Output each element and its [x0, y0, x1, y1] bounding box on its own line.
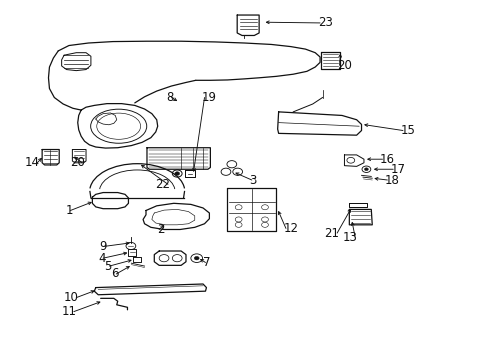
- Text: 6: 6: [111, 267, 119, 280]
- Text: 1: 1: [65, 204, 73, 217]
- Text: 8: 8: [166, 91, 173, 104]
- Text: 23: 23: [317, 17, 332, 30]
- Text: 18: 18: [384, 174, 399, 186]
- Text: 16: 16: [379, 153, 394, 166]
- Text: 11: 11: [61, 305, 76, 318]
- Text: 17: 17: [390, 163, 405, 176]
- Text: 2: 2: [157, 223, 164, 236]
- Text: 20: 20: [336, 59, 351, 72]
- Text: 3: 3: [249, 174, 256, 186]
- Circle shape: [194, 256, 199, 260]
- Text: 22: 22: [155, 178, 170, 191]
- Text: 12: 12: [283, 222, 298, 235]
- Circle shape: [174, 172, 179, 175]
- Text: 4: 4: [98, 252, 105, 265]
- Text: 19: 19: [202, 91, 217, 104]
- Text: 9: 9: [99, 240, 107, 253]
- Text: 5: 5: [104, 260, 112, 273]
- Text: 20: 20: [70, 156, 84, 169]
- Text: 13: 13: [342, 231, 357, 244]
- Text: 10: 10: [64, 291, 79, 304]
- Text: 15: 15: [400, 124, 415, 137]
- Text: 14: 14: [25, 156, 40, 169]
- Circle shape: [364, 168, 367, 171]
- Text: 7: 7: [203, 256, 210, 269]
- Text: 21: 21: [324, 226, 339, 239]
